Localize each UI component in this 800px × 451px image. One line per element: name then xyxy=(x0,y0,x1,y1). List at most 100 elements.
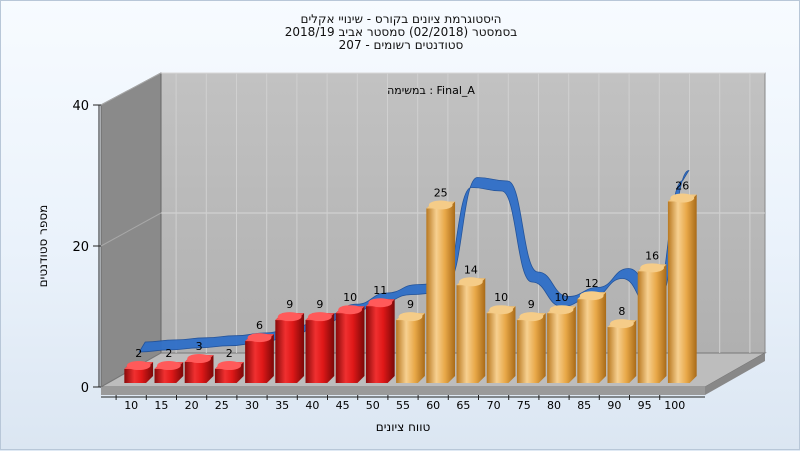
bar-value-label: 2 xyxy=(135,347,142,360)
x-tick-label: 40 xyxy=(305,399,319,412)
assignment-label: במשימה : Final_A xyxy=(387,84,475,97)
x-tick-label: 10 xyxy=(124,399,138,412)
x-tick-label: 45 xyxy=(336,399,350,412)
bar: 2 xyxy=(124,347,154,383)
x-tick-label: 90 xyxy=(607,399,621,412)
bar-value-label: 10 xyxy=(494,291,508,304)
bar: 6 xyxy=(245,319,274,383)
bar-value-label: 3 xyxy=(196,340,203,353)
bar-body xyxy=(305,313,335,383)
bar: 8 xyxy=(607,305,637,383)
bar-value-label: 26 xyxy=(675,180,689,193)
gridlines xyxy=(100,72,765,353)
bar-body xyxy=(667,194,697,383)
bar-value-label: 25 xyxy=(434,187,448,200)
x-tick-label: 55 xyxy=(396,399,410,412)
bar-cap xyxy=(126,361,151,371)
bar: 12 xyxy=(577,277,607,383)
bar: 3 xyxy=(184,340,214,383)
bar-value-label: 9 xyxy=(528,298,535,311)
x-tick-label: 70 xyxy=(487,399,501,412)
x-tick-label: 80 xyxy=(547,399,561,412)
bar-cap xyxy=(368,298,393,308)
bar-cap xyxy=(157,361,181,371)
x-tick-label: 95 xyxy=(638,399,652,412)
y-tick-label: 20 xyxy=(72,240,89,255)
bar: 11 xyxy=(365,284,395,383)
chart-title: היסטוגרמת ציונים בקורס - שינויי אקלים xyxy=(300,12,502,26)
y-tick-label: 0 xyxy=(81,381,89,396)
bar-body xyxy=(607,320,637,383)
bar-cap xyxy=(338,305,362,315)
bar-body xyxy=(335,306,365,383)
y-tick-label: 40 xyxy=(72,99,89,114)
bar: 16 xyxy=(637,249,667,383)
bar: 9 xyxy=(516,298,546,383)
bar-body xyxy=(516,313,546,383)
bar-cap xyxy=(308,312,332,322)
bar-body xyxy=(426,201,456,383)
bar: 10 xyxy=(547,291,576,383)
bar-value-label: 9 xyxy=(407,298,414,311)
bar-cap xyxy=(459,277,483,287)
bar: 10 xyxy=(486,291,516,383)
bar-cap xyxy=(277,312,302,322)
x-tick-label: 100 xyxy=(664,399,685,412)
bar-value-label: 9 xyxy=(316,298,323,311)
bar-value-label: 2 xyxy=(226,347,233,360)
bar: 9 xyxy=(305,298,335,383)
bar: 14 xyxy=(456,263,486,383)
y-axis-label: מספר סטודנטים xyxy=(36,205,50,288)
bar-cap xyxy=(187,354,211,364)
bar: 26 xyxy=(667,180,697,383)
bar-value-label: 14 xyxy=(464,263,478,276)
bar-value-label: 11 xyxy=(373,284,387,297)
bar: 9 xyxy=(396,298,425,383)
bar: 10 xyxy=(335,291,365,383)
bar-value-label: 9 xyxy=(286,298,293,311)
bar-cap xyxy=(579,291,604,301)
bar-value-label: 8 xyxy=(618,305,625,318)
bar-value-label: 16 xyxy=(645,249,659,262)
x-tick-label: 20 xyxy=(185,399,199,412)
bar-cap xyxy=(610,319,634,329)
bar-body xyxy=(245,334,274,383)
x-tick-label: 75 xyxy=(517,399,531,412)
bar-cap xyxy=(489,305,513,315)
bar-body xyxy=(637,264,667,383)
bar-value-label: 6 xyxy=(256,319,263,332)
bar-value-label: 10 xyxy=(555,291,569,304)
x-tick-label: 50 xyxy=(366,399,380,412)
bar-body xyxy=(577,292,607,383)
gridline-side xyxy=(100,72,162,106)
chart-enrollment: סטודנטים רשומים - 207 xyxy=(338,38,464,52)
bar: 9 xyxy=(275,298,305,383)
bar-body xyxy=(456,278,486,383)
bar-body xyxy=(396,313,425,383)
bar-cap xyxy=(217,361,242,371)
x-axis-label: טווח ציונים xyxy=(376,420,431,434)
bar-body xyxy=(365,299,395,383)
bar: 2 xyxy=(214,347,244,383)
x-tick-label: 65 xyxy=(456,399,470,412)
bar-cap xyxy=(640,263,664,273)
x-tick-label: 15 xyxy=(154,399,168,412)
chart-subtitle: בסמסטר (02/2018) סמסטר אביב 2018/19 xyxy=(284,25,518,39)
bar-cap xyxy=(398,312,423,322)
bar: 2 xyxy=(154,347,184,383)
bar-cap xyxy=(549,305,574,315)
bar-cap xyxy=(519,312,544,322)
floor-edge-side xyxy=(705,353,765,395)
x-tick-label: 30 xyxy=(245,399,259,412)
bar-body xyxy=(275,313,305,383)
y-axis: 0 20 40 xyxy=(72,99,101,396)
bar-value-label: 10 xyxy=(343,291,357,304)
x-tick-label: 35 xyxy=(275,399,289,412)
bar-cap xyxy=(247,333,272,343)
bar-cap xyxy=(428,200,453,210)
x-tick-label: 25 xyxy=(215,399,229,412)
bar-value-label: 2 xyxy=(165,347,172,360)
